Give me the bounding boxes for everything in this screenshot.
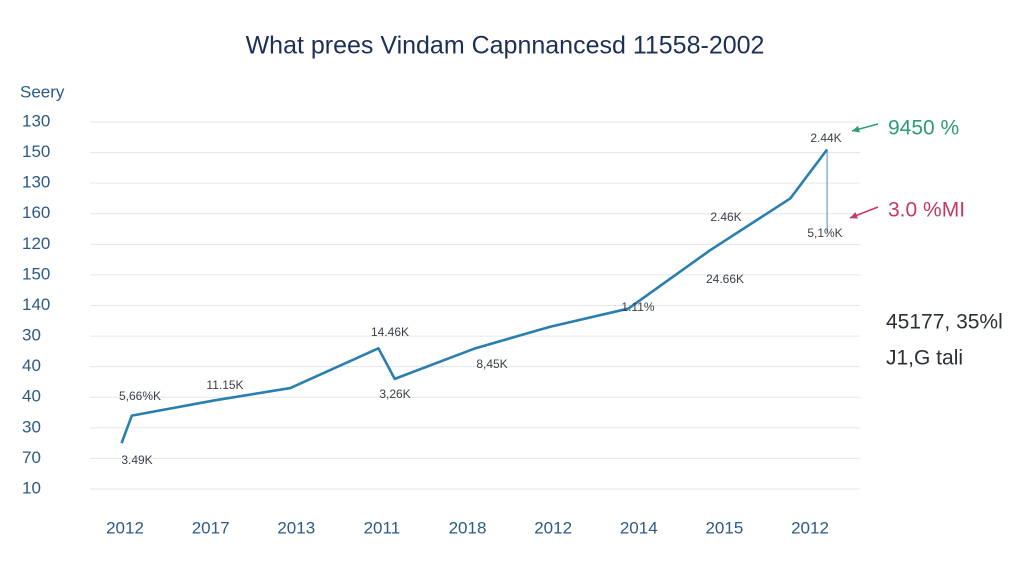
y-tick-label: 40 — [22, 387, 41, 406]
y-axis-title: Seery — [20, 82, 65, 101]
x-tick-label: 2015 — [705, 518, 743, 537]
data-annotation: 1.11% — [621, 300, 654, 314]
y-tick-label: 70 — [22, 448, 41, 467]
y-tick-label: 10 — [22, 478, 41, 497]
data-annotation: 2.46K — [710, 210, 741, 224]
callout-label: 3.0 %MI — [888, 199, 965, 222]
y-tick-label: 160 — [22, 203, 50, 222]
data-annotation: 5,1%K — [807, 226, 842, 240]
y-tick-label: 150 — [22, 142, 50, 161]
y-tick-label: 40 — [22, 356, 41, 375]
y-tick-label: 150 — [22, 264, 50, 283]
x-tick-label: 2011 — [364, 518, 401, 537]
side-note: J1,G tali — [886, 347, 963, 370]
data-line — [120, 148, 829, 444]
x-tick-label: 2013 — [277, 518, 315, 537]
callout-arrowhead — [852, 125, 860, 133]
x-tick-label: 2012 — [534, 518, 572, 537]
x-tick-label: 2018 — [449, 518, 487, 537]
callout-arrowhead — [850, 212, 858, 219]
y-tick-label: 30 — [22, 417, 41, 436]
y-tick-label: 30 — [22, 326, 41, 345]
y-tick-label: 130 — [22, 111, 50, 130]
data-annotation: 3.49K — [121, 453, 152, 467]
side-note: 45177, 35%l — [886, 311, 1003, 334]
data-annotation: 2.44K — [810, 131, 841, 145]
y-tick-label: 130 — [22, 173, 50, 192]
data-annotation: 5,66%K — [119, 389, 161, 403]
x-tick-label: 2012 — [106, 518, 144, 537]
y-tick-label: 140 — [22, 295, 50, 314]
chart-title: What prees Vindam Capnnancesd 11558-2002 — [246, 32, 765, 60]
data-annotation: 3,26K — [379, 387, 410, 401]
x-tick-label: 2014 — [620, 518, 658, 537]
callout-label: 9450 % — [888, 117, 959, 140]
data-annotation: 14.46K — [371, 325, 409, 339]
x-tick-label: 2017 — [192, 518, 230, 537]
x-tick-label: 2012 — [791, 518, 829, 537]
y-tick-label: 120 — [22, 234, 50, 253]
data-annotation: 24.66K — [706, 272, 744, 286]
data-annotation: 8,45K — [476, 357, 507, 371]
data-annotation: 11.15K — [206, 378, 243, 392]
